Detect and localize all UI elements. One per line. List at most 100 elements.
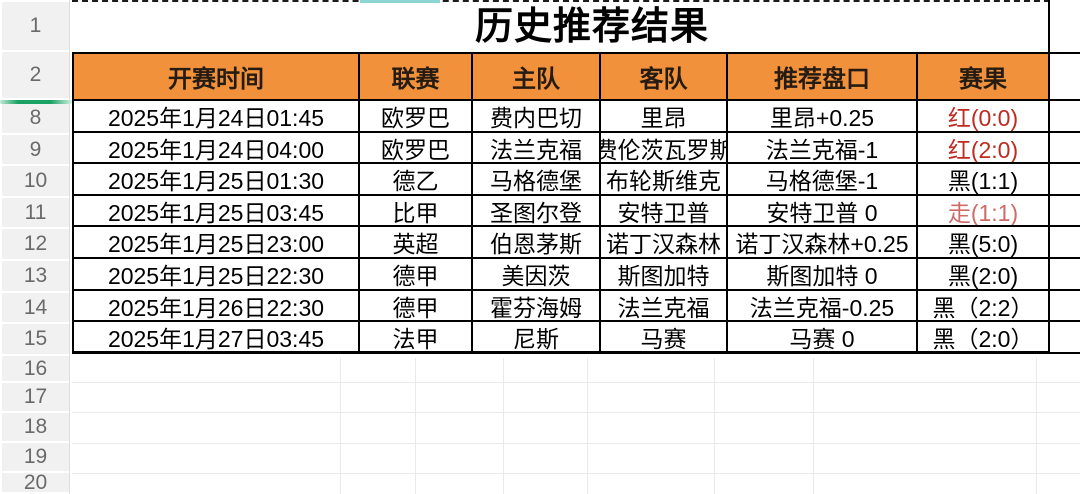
cell-result[interactable]: 黑（2:0） xyxy=(918,322,1050,354)
cell-away[interactable]: 费伦茨瓦罗斯 xyxy=(601,133,728,164)
gridline-horizontal xyxy=(72,382,1080,383)
cell-home[interactable]: 霍芬海姆 xyxy=(473,291,601,322)
cell-handicap[interactable]: 马格德堡-1 xyxy=(728,164,918,196)
border-stub xyxy=(1050,259,1080,291)
column-header-away[interactable]: 客队 xyxy=(601,52,728,101)
row-header-11[interactable]: 11 xyxy=(2,198,69,229)
cell-league[interactable]: 英超 xyxy=(360,227,473,259)
cell-league[interactable]: 法甲 xyxy=(360,322,473,354)
border-stub xyxy=(1050,52,1080,101)
border-stub xyxy=(1050,322,1080,354)
header-row: 开赛时间 联赛 主队 客队 推荐盘口 赛果 xyxy=(72,52,1050,101)
row-header-14[interactable]: 14 xyxy=(2,293,69,324)
cell-handicap[interactable]: 斯图加特 0 xyxy=(728,259,918,291)
row-header-13[interactable]: 13 xyxy=(2,261,69,293)
row-header-20[interactable]: 20 xyxy=(2,471,69,494)
cell-result[interactable]: 红(2:0) xyxy=(918,133,1050,164)
column-header-league[interactable]: 联赛 xyxy=(360,52,473,101)
row-header-12[interactable]: 12 xyxy=(2,229,69,261)
cell-away[interactable]: 里昂 xyxy=(601,101,728,133)
gridline-vertical xyxy=(503,358,504,494)
cell-away[interactable]: 安特卫普 xyxy=(601,196,728,227)
row-header-8[interactable]: 8 xyxy=(2,103,69,135)
results-table: 开赛时间 联赛 主队 客队 推荐盘口 赛果 2025年1月24日01:45 欧罗巴 费内巴切 里昂… xyxy=(72,52,1050,354)
table-row: 2025年1月27日03:45 法甲 尼斯 马赛 马赛 0 黑（2:0） xyxy=(72,322,1050,354)
cell-handicap[interactable]: 法兰克福-1 xyxy=(728,133,918,164)
gridline-vertical xyxy=(415,358,416,494)
cell-league[interactable]: 欧罗巴 xyxy=(360,133,473,164)
cell-result[interactable]: 黑(5:0) xyxy=(918,227,1050,259)
cell-league[interactable]: 比甲 xyxy=(360,196,473,227)
cell-home[interactable]: 美因茨 xyxy=(473,259,601,291)
cell-away[interactable]: 布轮斯维克 xyxy=(601,164,728,196)
cell-time[interactable]: 2025年1月24日04:00 xyxy=(72,133,360,164)
row-header-9[interactable]: 9 xyxy=(2,135,69,166)
gridline-vertical xyxy=(340,358,341,494)
table-row: 2025年1月25日01:30 德乙 马格德堡 布轮斯维克 马格德堡-1 黑(1:1) xyxy=(72,164,1050,196)
row-header-15[interactable]: 15 xyxy=(2,324,69,356)
row-header-19[interactable]: 19 xyxy=(2,443,69,473)
gridline-horizontal xyxy=(72,473,1080,474)
cell-time[interactable]: 2025年1月27日03:45 xyxy=(72,322,360,354)
cell-result[interactable]: 黑(2:0) xyxy=(918,259,1050,291)
cell-time[interactable]: 2025年1月24日01:45 xyxy=(72,101,360,133)
border-stub xyxy=(1050,291,1080,322)
cell-home[interactable]: 马格德堡 xyxy=(473,164,601,196)
cell-time[interactable]: 2025年1月26日22:30 xyxy=(72,291,360,322)
cell-away[interactable]: 斯图加特 xyxy=(601,259,728,291)
gutter-edge-line xyxy=(69,0,70,494)
border-stub xyxy=(1050,164,1080,196)
cell-league[interactable]: 德甲 xyxy=(360,259,473,291)
hidden-rows-indicator[interactable] xyxy=(0,100,72,104)
row-header-16[interactable]: 16 xyxy=(2,356,69,383)
teal-selection-mark xyxy=(360,0,440,3)
cell-home[interactable]: 费内巴切 xyxy=(473,101,601,133)
cell-handicap[interactable]: 法兰克福-0.25 xyxy=(728,291,918,322)
cell-handicap[interactable]: 马赛 0 xyxy=(728,322,918,354)
sheet-title: 历史推荐结果 xyxy=(474,6,709,48)
cell-away[interactable]: 诺丁汉森林 xyxy=(601,227,728,259)
border-stub xyxy=(1050,196,1080,227)
cell-away[interactable]: 法兰克福 xyxy=(601,291,728,322)
gridline-vertical xyxy=(1036,358,1037,494)
cell-result[interactable]: 走(1:1) xyxy=(918,196,1050,227)
column-header-home[interactable]: 主队 xyxy=(473,52,601,101)
cell-time[interactable]: 2025年1月25日22:30 xyxy=(72,259,360,291)
gridline-vertical xyxy=(587,358,588,494)
cell-time[interactable]: 2025年1月25日01:30 xyxy=(72,164,360,196)
table-row: 2025年1月24日04:00 欧罗巴 法兰克福 费伦茨瓦罗斯 法兰克福-1 红(2:0) xyxy=(72,133,1050,164)
cell-home[interactable]: 法兰克福 xyxy=(473,133,601,164)
cell-time[interactable]: 2025年1月25日23:00 xyxy=(72,227,360,259)
cell-result[interactable]: 黑（2:2） xyxy=(918,291,1050,322)
border-stub xyxy=(1050,101,1080,133)
column-header-time[interactable]: 开赛时间 xyxy=(72,52,360,101)
column-header-result[interactable]: 赛果 xyxy=(918,52,1050,101)
offscreen-column-borders xyxy=(1050,52,1080,354)
cell-handicap[interactable]: 安特卫普 0 xyxy=(728,196,918,227)
cell-result[interactable]: 红(0:0) xyxy=(918,101,1050,133)
row-header-2[interactable]: 2 xyxy=(2,52,69,100)
gridline-vertical xyxy=(813,358,814,494)
row-header-18[interactable]: 18 xyxy=(2,413,69,443)
cell-home[interactable]: 圣图尔登 xyxy=(473,196,601,227)
column-header-handicap[interactable]: 推荐盘口 xyxy=(728,52,918,101)
cell-handicap[interactable]: 里昂+0.25 xyxy=(728,101,918,133)
table-row: 2025年1月25日22:30 德甲 美因茨 斯图加特 斯图加特 0 黑(2:0) xyxy=(72,259,1050,291)
row-header-10[interactable]: 10 xyxy=(2,166,69,198)
cell-handicap[interactable]: 诺丁汉森林+0.25 xyxy=(728,227,918,259)
cell-league[interactable]: 德甲 xyxy=(360,291,473,322)
cell-league[interactable]: 德乙 xyxy=(360,164,473,196)
gridline-horizontal xyxy=(72,443,1080,444)
cell-time[interactable]: 2025年1月25日03:45 xyxy=(72,196,360,227)
table-right-border xyxy=(1048,0,1050,52)
cell-away[interactable]: 马赛 xyxy=(601,322,728,354)
row-header-1[interactable]: 1 xyxy=(2,2,69,52)
table-row: 2025年1月26日22:30 德甲 霍芬海姆 法兰克福 法兰克福-0.25 黑（2:2） xyxy=(72,291,1050,322)
row-header-17[interactable]: 17 xyxy=(2,383,69,413)
cell-result[interactable]: 黑(1:1) xyxy=(918,164,1050,196)
cell-home[interactable]: 尼斯 xyxy=(473,322,601,354)
gridline-vertical xyxy=(714,358,715,494)
cell-home[interactable]: 伯恩茅斯 xyxy=(473,227,601,259)
cell-league[interactable]: 欧罗巴 xyxy=(360,101,473,133)
